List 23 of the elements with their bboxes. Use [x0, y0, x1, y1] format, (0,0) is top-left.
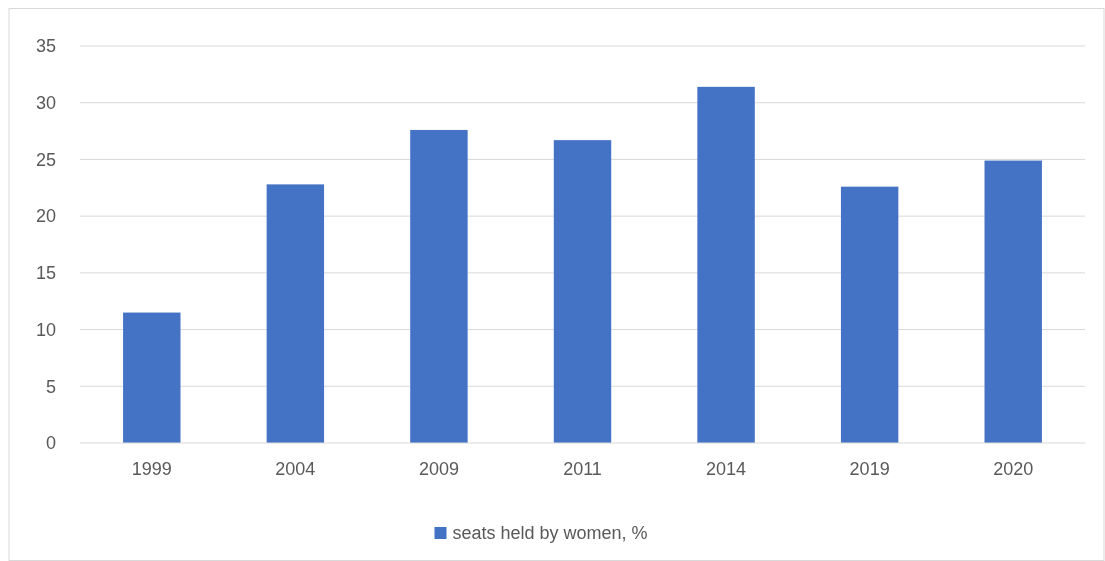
x-tick-label: 2009 [418, 459, 459, 479]
x-tick-label: 1999 [131, 459, 172, 479]
y-tick-label: 5 [45, 376, 56, 397]
bar [123, 312, 181, 443]
x-tick-label: 2020 [993, 459, 1034, 479]
x-tick-label: 2014 [706, 459, 747, 479]
y-tick-label: 25 [35, 149, 56, 170]
x-tick-label: 2011 [563, 459, 602, 479]
legend-label: seats held by women, % [452, 523, 648, 544]
y-tick-label: 10 [35, 319, 56, 340]
bar [553, 140, 612, 443]
bar [410, 129, 468, 443]
y-tick-label: 15 [35, 263, 56, 284]
y-tick-label: 20 [35, 206, 56, 227]
x-tick-label: 2004 [275, 459, 316, 479]
y-tick-label: 35 [35, 36, 56, 57]
y-tick-label: 0 [45, 433, 56, 454]
bar [266, 184, 325, 443]
bar [984, 160, 1042, 443]
bar [697, 86, 755, 443]
bar [840, 186, 899, 443]
x-tick-label: 2019 [849, 459, 890, 479]
y-tick-label: 30 [35, 93, 56, 114]
